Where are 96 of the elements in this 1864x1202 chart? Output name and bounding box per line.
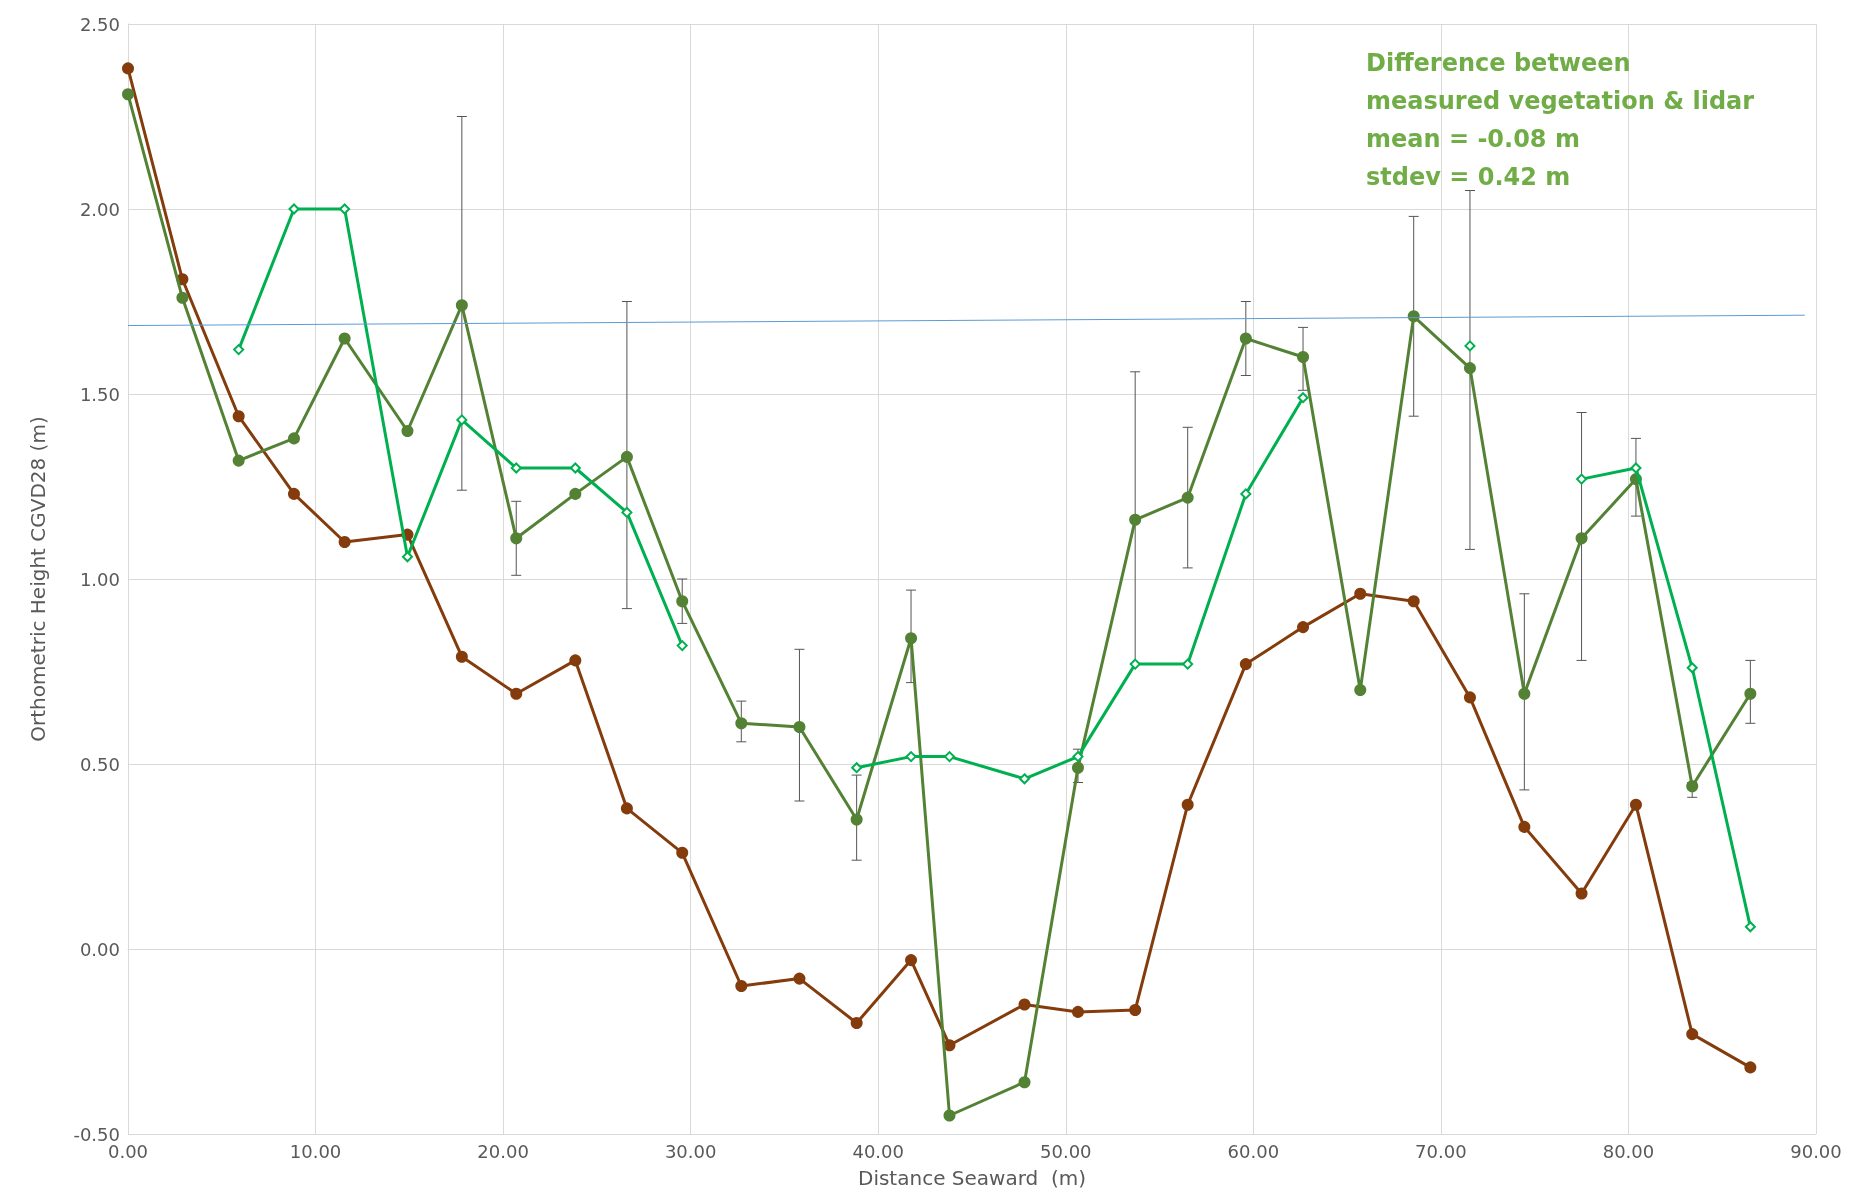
point [401,551,413,563]
point [735,717,748,730]
point [1686,780,1699,793]
point [850,813,863,826]
point [510,532,523,545]
point [676,595,689,608]
point [122,62,134,75]
point [1239,332,1252,345]
point [851,762,863,774]
x-tick-label: 90.00 [1790,1140,1842,1162]
point [1182,658,1194,670]
x-tick-label: 30.00 [664,1140,717,1162]
point [569,487,582,500]
x-tick-label: 50.00 [1040,1140,1092,1162]
point [621,506,633,518]
point [1575,887,1588,900]
point [232,410,245,423]
y-tick-label: 0.00 [79,938,120,960]
point [676,846,689,859]
point [1630,462,1642,474]
point [339,203,351,215]
point [569,462,581,474]
point [943,1109,956,1122]
point [1019,773,1031,785]
point [1297,351,1310,363]
point [735,980,748,992]
y-tick-label: 0.50 [79,753,120,775]
point [1464,340,1476,352]
point [1575,532,1588,545]
y-tick-label: 1.00 [79,568,120,590]
point [401,425,414,437]
y-tick-label: 1.50 [79,383,120,405]
y-tick-label: 2.00 [79,198,120,220]
point [1240,488,1252,500]
annotation: stdev = 0.42 m [1366,163,1571,191]
point [1071,1005,1084,1018]
point [1629,798,1642,811]
point [122,88,134,101]
point [1354,684,1367,696]
point [510,462,522,474]
point [1072,751,1084,763]
point [905,954,918,967]
point [338,536,351,548]
point [1576,473,1588,485]
point [1744,1061,1757,1074]
point [455,650,468,663]
x-tick-label: 80.00 [1602,1140,1655,1162]
point [176,291,189,304]
point [1686,1028,1699,1041]
point [288,203,300,215]
point [1018,998,1031,1011]
point [905,751,917,763]
point [1181,798,1194,811]
point [288,487,300,500]
x-tick-label: 20.00 [477,1140,529,1162]
point [1129,513,1142,526]
point [1744,921,1756,933]
point [1181,491,1194,504]
y-axis-title: Orthometric Height CGVD28 (m) [26,416,50,742]
point [1463,691,1476,704]
point [793,721,806,733]
point [620,450,633,463]
point [1071,761,1084,774]
point [338,332,351,345]
point [1744,687,1757,700]
x-tick-label: 70.00 [1415,1140,1467,1162]
point [569,654,582,667]
x-tick-label: 40.00 [852,1140,904,1162]
point [1518,687,1531,700]
point [793,972,806,985]
point [1463,362,1476,375]
point [1354,587,1367,600]
point [1297,621,1310,634]
y-tick-label: 2.50 [79,13,120,35]
point [232,454,245,467]
point [1297,392,1309,404]
point [1239,658,1252,671]
x-tick-label: 10.00 [289,1140,342,1162]
point [455,299,468,312]
point [456,414,468,426]
x-axis-title: Distance Seaward (m) [857,1166,1087,1190]
point [1129,658,1141,670]
annotation: mean = -0.08 m [1366,125,1580,153]
x-tick-label: 60.00 [1227,1140,1280,1162]
point [620,802,633,815]
point [1407,595,1420,608]
point [850,1017,863,1029]
point [233,344,245,356]
point [288,432,300,445]
point [905,632,918,645]
point [1129,1004,1142,1017]
point [1518,820,1531,833]
point [676,640,688,652]
point [1686,662,1698,674]
point [510,687,523,700]
point [1018,1076,1031,1089]
